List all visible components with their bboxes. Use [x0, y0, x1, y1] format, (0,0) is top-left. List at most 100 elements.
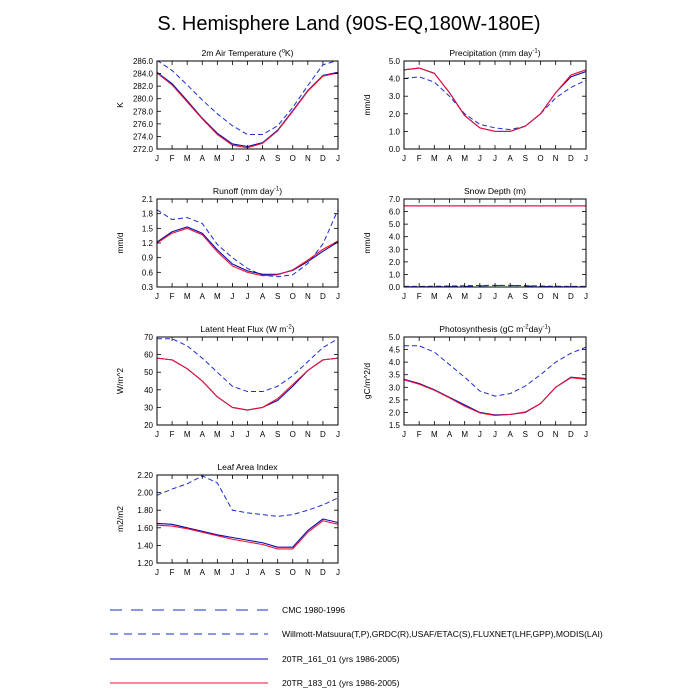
x-tick-label: J: [246, 430, 250, 439]
x-tick-label: J: [584, 430, 588, 439]
x-tick-label: J: [493, 430, 497, 439]
x-tick-label: J: [478, 430, 482, 439]
x-tick-label: J: [155, 568, 159, 577]
y-tick-label: 1.2: [142, 239, 154, 248]
x-tick-label: J: [402, 292, 406, 301]
x-tick-label: N: [553, 430, 559, 439]
x-tick-label: A: [200, 568, 206, 577]
series-line-run161: [157, 357, 338, 411]
x-tick-label: D: [320, 568, 326, 577]
panel-title: Leaf Area Index: [217, 462, 278, 472]
series-group: [157, 209, 338, 278]
plot-frame: [156, 336, 339, 426]
x-tick-label: F: [170, 430, 175, 439]
y-tick-label: 0.0: [389, 283, 401, 292]
x-tick-label: J: [246, 568, 250, 577]
x-tick-label: N: [553, 292, 559, 301]
y-tick-label: 2.0: [389, 258, 401, 267]
y-tick-label: 3.0: [389, 245, 401, 254]
y-tick-label: 0.0: [389, 145, 401, 154]
x-tick-label: M: [461, 430, 468, 439]
x-tick-label: O: [290, 430, 296, 439]
x-tick-label: J: [478, 154, 482, 163]
x-tick-label: O: [537, 154, 543, 163]
x-tick-label: J: [155, 154, 159, 163]
plot-frame: [156, 60, 339, 150]
x-tick-label: F: [170, 292, 175, 301]
series-line-obs: [157, 61, 338, 136]
x-tick-label: D: [568, 292, 574, 301]
y-tick-label: 4.0: [389, 75, 401, 84]
x-tick-label: A: [260, 430, 266, 439]
x-tick-label: O: [290, 292, 296, 301]
x-tick-label: F: [417, 154, 422, 163]
x-tick-label: N: [305, 568, 311, 577]
series-line-run161: [404, 67, 586, 132]
series-line-run183: [157, 227, 338, 277]
x-tick-label: J: [246, 292, 250, 301]
x-tick-label: J: [230, 292, 234, 301]
series-line-run161: [157, 226, 338, 275]
x-tick-label: O: [537, 430, 543, 439]
x-tick-label: J: [584, 154, 588, 163]
legend-label: CMC 1980-1996: [282, 605, 345, 615]
legend-item-run161: 20TR_161_01 (yrs 1986-2005): [110, 654, 400, 664]
series-line-run183: [157, 72, 338, 149]
y-tick-label: 3.0: [389, 92, 401, 101]
x-tick-label: M: [214, 154, 221, 163]
x-tick-label: F: [170, 154, 175, 163]
x-tick-label: O: [290, 154, 296, 163]
x-tick-label: O: [290, 568, 296, 577]
x-tick-label: J: [230, 154, 234, 163]
x-tick-label: J: [155, 430, 159, 439]
series-line-run183: [157, 520, 338, 550]
x-tick-label: J: [493, 292, 497, 301]
y-tick-label: 280.0: [133, 95, 154, 104]
panel-title: Snow Depth (m): [464, 186, 526, 196]
x-tick-label: A: [507, 154, 513, 163]
x-tick-label: A: [447, 430, 453, 439]
series-line-run161: [157, 518, 338, 548]
series-group: [404, 205, 586, 287]
panel-title: Precipitation (mm day-1): [449, 48, 540, 58]
figure-title: S. Hemisphere Land (90S-EQ,180W-180E): [157, 13, 540, 35]
x-tick-label: M: [461, 292, 468, 301]
panel-title: Latent Heat Flux (W m-2): [200, 324, 294, 334]
x-tick-label: D: [320, 292, 326, 301]
x-tick-label: M: [184, 568, 191, 577]
y-tick-label: 2.00: [137, 489, 153, 498]
x-tick-label: J: [336, 292, 340, 301]
series-line-obs: [404, 76, 586, 131]
x-tick-label: O: [537, 292, 543, 301]
plot-frame: [156, 198, 339, 288]
x-tick-label: N: [305, 154, 311, 163]
x-tick-label: J: [402, 430, 406, 439]
x-tick-label: F: [170, 568, 175, 577]
y-tick-label: 6.0: [389, 208, 401, 217]
x-tick-label: S: [275, 568, 280, 577]
y-axis-label: mm/d: [362, 94, 372, 116]
x-tick-label: J: [336, 154, 340, 163]
x-tick-label: J: [493, 154, 497, 163]
y-tick-label: 20: [144, 421, 153, 430]
series-group: [157, 475, 338, 550]
x-tick-label: M: [431, 430, 438, 439]
x-tick-label: M: [184, 292, 191, 301]
x-tick-label: F: [417, 430, 422, 439]
x-tick-label: A: [447, 154, 453, 163]
y-tick-label: 5.0: [389, 333, 401, 342]
x-tick-label: S: [275, 154, 280, 163]
panel-5: Latent Heat Flux (W m-2)J F M A M J J A S O N D J203…: [115, 324, 340, 439]
y-tick-label: 1.0: [389, 127, 401, 136]
x-tick-label: M: [184, 430, 191, 439]
x-tick-label: D: [320, 430, 326, 439]
y-tick-label: 284.0: [133, 70, 154, 79]
series-group: [157, 338, 338, 411]
y-tick-label: 4.0: [389, 233, 401, 242]
y-tick-label: 0.9: [142, 254, 154, 263]
y-tick-label: 2.1: [142, 195, 154, 204]
x-tick-label: A: [507, 292, 513, 301]
panel-1: 2m Air Temperature (oK)J F M A M J J A S O N D J272.…: [115, 48, 340, 163]
